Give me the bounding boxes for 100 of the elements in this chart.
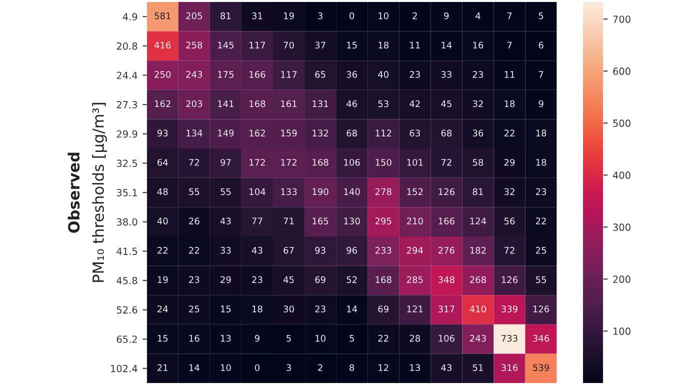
data-label: 16 [189,334,200,342]
data-label: 130 [344,218,360,224]
color-bar-label: 700 [613,16,630,23]
data-label: 24 [158,306,168,312]
data-label: 29 [504,158,515,166]
data-label: 5 [286,335,291,342]
data-label: 46 [346,100,358,108]
color-bar-label: 100 [614,328,630,335]
data-label: 168 [376,276,392,284]
y-tick-label: 38.0 [116,218,138,226]
data-label: 145 [218,42,234,49]
data-label: 68 [441,130,452,136]
data-label: 15 [158,335,168,342]
data-label: 30 [284,306,294,312]
data-label: 48 [157,188,168,196]
data-label: 72 [441,158,452,166]
color-bar-label: 400 [612,172,630,179]
data-label: 348 [438,276,454,284]
data-label: 22 [189,246,199,254]
data-label: 22 [504,130,514,136]
data-label: 131 [312,100,328,108]
data-label: 168 [250,100,266,108]
data-label: 4 [476,12,480,20]
data-label: 14 [347,306,358,312]
y-tick-label: 29.9 [116,130,138,138]
data-label: 316 [502,364,518,372]
data-label: 165 [312,218,328,224]
data-label: 96 [346,246,358,254]
data-label: 22 [158,246,168,254]
color-bar-label: 600 [613,68,630,75]
data-label: 23 [410,71,420,78]
y-tick-label: 102.4 [111,364,138,372]
data-label: 11 [504,71,514,78]
data-label: 15 [220,306,231,312]
data-label: 72 [504,246,514,254]
data-label: 97 [220,158,231,166]
data-label: 278 [375,188,392,196]
y-axis-title: Observed PM₁₀ thresholds [μg/m³] [68,102,107,282]
data-label: 22 [378,334,388,342]
data-label: 65 [315,71,326,78]
data-label: 15 [347,42,357,49]
data-label: 18 [536,158,546,166]
y-tick-label: 24.4 [116,72,138,79]
data-label: 69 [378,306,388,312]
data-label: 5 [350,335,354,342]
data-label: 294 [406,246,424,254]
data-label: 182 [470,246,486,254]
data-label: 162 [250,130,265,136]
data-label: 71 [284,218,294,224]
data-label: 581 [154,12,170,20]
data-label: 140 [344,188,360,196]
data-label: 23 [252,276,262,284]
data-label: 159 [281,130,297,136]
data-label: 733 [502,334,518,342]
data-label: 104 [250,188,266,196]
data-label: 7 [507,42,512,48]
data-label: 9 [254,334,260,342]
data-label: 10 [220,364,231,372]
data-label: 64 [158,158,168,166]
data-label: 67 [284,246,294,254]
data-label: 55 [536,276,546,284]
y-tick-label: 45.8 [116,276,138,284]
data-label: 32 [504,188,514,196]
data-label: 2 [318,364,322,371]
data-label: 18 [252,306,262,312]
data-label: 23 [536,188,546,196]
data-label: 346 [533,334,550,342]
data-label: 16 [473,42,484,49]
data-label: 166 [250,71,266,78]
data-label: 175 [218,71,234,78]
data-label: 2 [412,12,417,20]
data-label: 19 [284,12,294,20]
data-label: 162 [155,100,170,108]
data-label: 43 [441,364,452,372]
data-label: 36 [472,130,484,136]
data-label: 25 [536,246,546,254]
data-label: 10 [378,12,389,20]
data-label: 152 [407,188,423,196]
data-label: 56 [504,218,515,224]
data-label: 150 [376,158,392,166]
data-label: 72 [189,158,199,166]
data-label: 55 [220,188,231,196]
data-label: 124 [470,218,486,224]
data-label: 37 [315,42,326,49]
data-label: 19 [158,276,168,284]
data-label: 295 [375,218,392,224]
data-label: 258 [186,42,202,49]
data-label: 12 [378,364,388,371]
data-label: 22 [536,218,546,224]
data-label: 121 [407,306,423,312]
data-label: 40 [378,71,389,78]
data-label: 161 [281,100,297,108]
data-label: 126 [502,276,518,284]
y-tick-label: 32.5 [116,160,137,168]
data-label: 101 [407,158,423,166]
color-bar-label: 200 [613,276,630,283]
data-label: 117 [250,42,266,48]
data-label: 7 [538,71,544,78]
data-label: 106 [438,334,454,342]
data-label: 31 [252,12,262,20]
